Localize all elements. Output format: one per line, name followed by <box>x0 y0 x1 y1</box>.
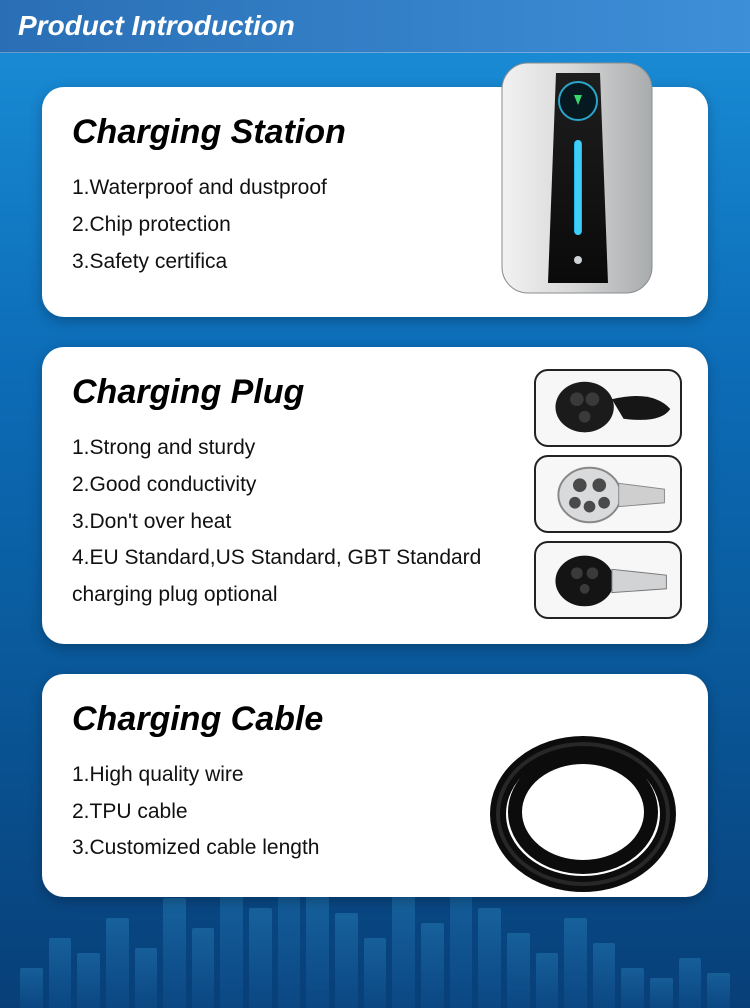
eq-bar <box>564 918 587 1008</box>
header: Product Introduction <box>0 0 750 53</box>
charging-cable-image <box>468 704 678 894</box>
plug-images-column <box>534 369 682 619</box>
list-item: 4.EU Standard,US Standard, GBT Standard … <box>72 540 482 614</box>
list-item: 3.Customized cable length <box>72 830 482 867</box>
list-item: 1.Strong and sturdy <box>72 430 482 467</box>
charging-station-image <box>488 55 668 310</box>
eq-bar <box>507 933 530 1008</box>
eq-bar <box>364 938 387 1008</box>
card-list: 1.High quality wire 2.TPU cable 3.Custom… <box>72 757 482 867</box>
eq-bar <box>621 968 644 1008</box>
eq-bar <box>593 943 616 1008</box>
eq-bar <box>135 948 158 1008</box>
list-item: 3.Don't over heat <box>72 504 482 541</box>
eq-bar <box>106 918 129 1008</box>
page-title: Product Introduction <box>18 10 732 42</box>
card-charging-cable: Charging Cable 1.High quality wire 2.TPU… <box>42 674 708 897</box>
list-item: 2.Chip protection <box>72 207 482 244</box>
plug-image-1 <box>534 369 682 447</box>
eq-bar <box>77 953 100 1008</box>
eq-bar <box>192 928 215 1008</box>
eq-bar <box>335 913 358 1008</box>
list-item: 3.Safety certifica <box>72 244 482 281</box>
eq-bar <box>679 958 702 1008</box>
list-item: 1.High quality wire <box>72 757 482 794</box>
list-item: 1.Waterproof and dustproof <box>72 170 482 207</box>
card-charging-plug: Charging Plug 1.Strong and sturdy 2.Good… <box>42 347 708 644</box>
eq-bar <box>392 893 415 1008</box>
eq-bar <box>306 888 329 1008</box>
eq-bar <box>478 908 501 1008</box>
list-item: 2.TPU cable <box>72 794 482 831</box>
list-item: 2.Good conductivity <box>72 467 482 504</box>
eq-bar <box>421 923 444 1008</box>
card-list: 1.Waterproof and dustproof 2.Chip protec… <box>72 170 482 280</box>
eq-bar <box>249 908 272 1008</box>
card-list: 1.Strong and sturdy 2.Good conductivity … <box>72 430 482 614</box>
eq-bar <box>536 953 559 1008</box>
eq-bar <box>650 978 673 1008</box>
eq-bar <box>163 898 186 1008</box>
plug-image-3 <box>534 541 682 619</box>
eq-bar <box>707 973 730 1008</box>
card-charging-station: Charging Station 1.Waterproof and dustpr… <box>42 87 708 317</box>
eq-bar <box>20 968 43 1008</box>
plug-image-2 <box>534 455 682 533</box>
eq-bar <box>49 938 72 1008</box>
